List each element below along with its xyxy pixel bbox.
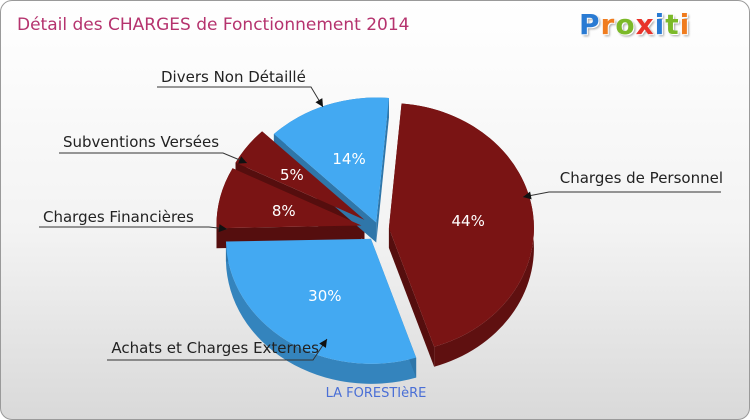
- pie-slice: [235, 131, 365, 220]
- slice-category-label: Charges de Personnel: [560, 169, 723, 187]
- pie-label-layer: 44% Charges de Personnel 30% Achats et Char…: [39, 68, 723, 361]
- pie-top-layer: [216, 97, 534, 364]
- slice-category-label: Charges Financières: [43, 208, 194, 226]
- proxiti-logo: Proxiti: [579, 8, 691, 41]
- slice-category-label: Subventions Versées: [63, 133, 219, 151]
- slice-value-label: 5%: [280, 166, 304, 184]
- slice-category-label: Divers Non Détaillé: [161, 68, 306, 86]
- chart-title: Détail des CHARGES de Fonctionnement 201…: [17, 15, 410, 35]
- pie-slice-wall: [376, 98, 389, 243]
- pie-slice: [225, 238, 417, 364]
- leader-line: [157, 86, 324, 108]
- leader-line: [39, 226, 228, 230]
- leader-line: [107, 338, 328, 361]
- slice-value-label: 14%: [332, 150, 365, 168]
- leader-line: [522, 191, 721, 198]
- slice-value-label: 44%: [451, 212, 484, 230]
- leader-arrow: [315, 98, 323, 107]
- chart-caption: LA FORESTIèRE: [325, 386, 427, 401]
- slice-value-label: 30%: [308, 287, 341, 305]
- pie-slice: [388, 103, 534, 347]
- leader-arrow: [523, 191, 532, 200]
- leader-arrow: [218, 224, 227, 233]
- slice-value-label: 8%: [272, 202, 296, 220]
- leader-line: [59, 152, 248, 164]
- slice-category-label: Achats et Charges Externes: [111, 339, 319, 357]
- pie-slice: [273, 97, 389, 223]
- pie-slice-side: [225, 241, 417, 384]
- pie-slice: [216, 168, 362, 229]
- leader-arrow: [319, 339, 327, 348]
- pie-slice-wall: [388, 228, 435, 367]
- leader-arrow: [238, 156, 247, 164]
